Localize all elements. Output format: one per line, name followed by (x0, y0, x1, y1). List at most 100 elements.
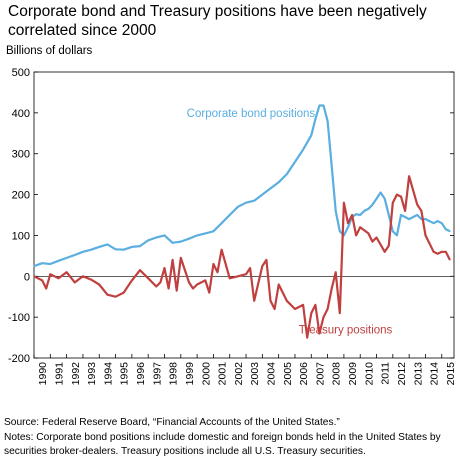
series-1-point (139, 269, 141, 271)
series-1-point (49, 273, 51, 275)
series-1-point (192, 287, 194, 290)
series-0-point (74, 254, 76, 256)
series-1-point (163, 267, 166, 269)
series-1-point (396, 194, 398, 196)
y-tick-label: 500 (12, 67, 30, 79)
series-0-point (172, 242, 174, 244)
x-tick-label: 2014 (429, 362, 441, 386)
x-tick-label: 2010 (363, 362, 375, 386)
series-label-1: Treasury positions (299, 324, 393, 336)
series-1-point (221, 249, 223, 251)
series-0-point (404, 216, 406, 218)
series-0-point (66, 257, 68, 259)
series-0-point (380, 191, 382, 194)
series-0-point (98, 246, 100, 248)
series-0-point (41, 262, 43, 264)
series-1-point (302, 304, 304, 306)
series-0-point (163, 234, 166, 236)
series-0-point (367, 208, 369, 210)
series-1-point (74, 281, 76, 283)
x-tick-label: 1991 (53, 362, 65, 386)
series-label-0: Corporate bond positions (187, 108, 316, 120)
series-1-point (384, 251, 386, 253)
series-0-point (384, 198, 386, 200)
series-1-point (237, 275, 239, 277)
series-0-point (363, 210, 365, 212)
series-1-point (204, 279, 206, 281)
series-1-point (322, 316, 325, 318)
series-1-point (445, 251, 447, 253)
series-1-point (404, 210, 406, 212)
x-tick-label: 2015 (445, 362, 457, 386)
series-0-point (278, 181, 280, 183)
x-tick-label: 2008 (331, 362, 343, 386)
series-0-point (408, 218, 410, 220)
series-1-point (408, 175, 410, 177)
series-1-point (441, 251, 443, 253)
x-tick-label: 2003 (249, 362, 261, 386)
series-1-point (196, 283, 198, 286)
x-tick-label: 1995 (119, 362, 131, 386)
x-tick-label: 2001 (217, 362, 229, 386)
x-tick-label: 1999 (184, 362, 196, 386)
series-1-point (286, 300, 288, 302)
series-1-point (327, 308, 329, 310)
series-0-point (253, 200, 255, 202)
x-tick-label: 2006 (298, 362, 310, 386)
notes: Notes: Corporate bond positions include … (4, 432, 441, 457)
series-1-point (269, 300, 272, 302)
series-1-point (306, 337, 308, 339)
x-tick-label: 1996 (135, 362, 147, 386)
series-0-point (180, 241, 182, 243)
series-0-point (416, 214, 418, 216)
series-1-point (249, 267, 251, 269)
series-0-point (237, 206, 239, 208)
series-0-point (396, 234, 398, 236)
series-0-point (123, 249, 125, 251)
y-tick-label: 100 (12, 230, 30, 242)
series-1-point (66, 271, 68, 273)
series-0-point (371, 204, 373, 206)
series-1-point (294, 308, 296, 310)
series-0-point (229, 214, 231, 216)
y-tick-label: 0 (24, 271, 30, 283)
series-1-point (253, 300, 255, 302)
x-tick-label: 2013 (412, 362, 424, 386)
series-0-point (147, 239, 149, 241)
x-tick-label: 2011 (380, 362, 392, 385)
series-0-point (375, 198, 378, 200)
x-tick-label: 2002 (233, 362, 245, 386)
series-0-point (428, 220, 431, 222)
series-1-point (216, 271, 219, 273)
series-1-point (82, 275, 84, 277)
series-0-point (245, 202, 247, 204)
series-1-point (388, 245, 390, 247)
series-1-point (265, 259, 267, 261)
series-0-point (131, 246, 133, 248)
series-line-0 (33, 104, 451, 268)
series-1-point (424, 234, 427, 236)
series-1-point (229, 277, 231, 279)
series-1-point (131, 279, 133, 281)
series-0-point (188, 238, 190, 240)
series-0-point (392, 230, 394, 232)
series-1-point (392, 202, 394, 204)
series-1-point (176, 290, 178, 292)
series-1-point (314, 304, 316, 306)
series-1-point (115, 296, 117, 298)
series-0-point (322, 104, 325, 107)
series-0-point (424, 218, 427, 220)
series-1-point (355, 234, 357, 236)
series-1-point (371, 241, 373, 243)
series-1-point (33, 275, 35, 277)
series-0-point (261, 194, 263, 196)
x-tick-label: 1998 (168, 362, 180, 386)
series-0-point (359, 214, 361, 216)
series-1-point (331, 287, 333, 290)
series-0-point (106, 243, 108, 245)
series-0-point (302, 149, 304, 151)
series-0-point (335, 210, 337, 212)
x-tick-label: 1993 (86, 362, 98, 386)
series-1-point (433, 251, 435, 253)
